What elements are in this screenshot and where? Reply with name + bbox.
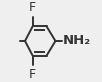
Text: F: F [29, 1, 36, 14]
Text: NH₂: NH₂ [63, 35, 91, 47]
Text: F: F [29, 68, 36, 81]
